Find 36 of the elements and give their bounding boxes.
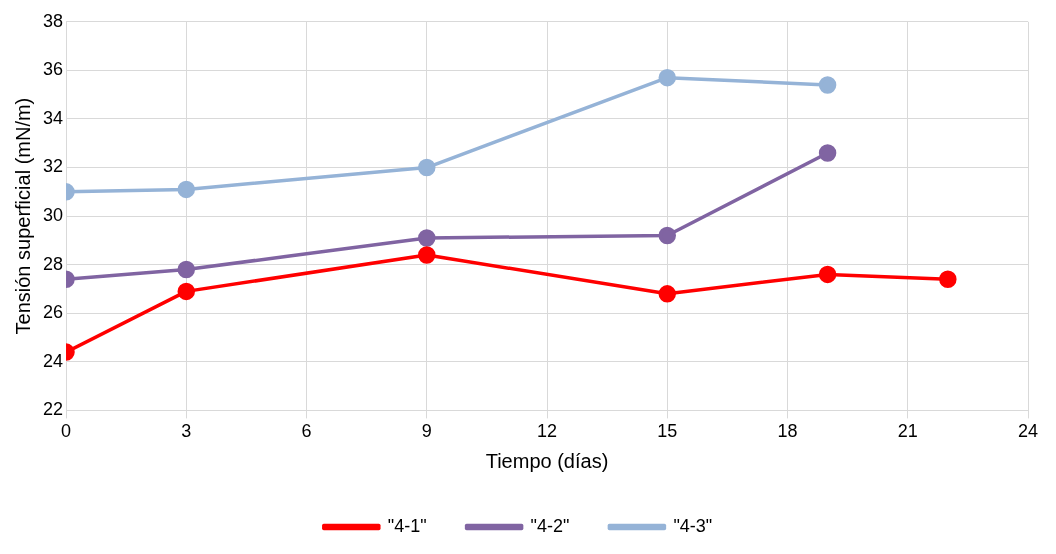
- point: [418, 229, 436, 247]
- point: [818, 144, 837, 162]
- y-tick-label: 38: [42, 10, 64, 31]
- y-tick-label: 22: [42, 399, 64, 420]
- point: [177, 282, 196, 301]
- y-tick-label: 26: [42, 302, 64, 323]
- point: [177, 260, 196, 279]
- y-tick-label: 30: [42, 205, 64, 226]
- point: [818, 76, 837, 94]
- point: [818, 265, 837, 284]
- point: [658, 68, 677, 87]
- y-tick-label: 28: [42, 253, 64, 274]
- x-tick-label: 9: [421, 421, 432, 442]
- point: [177, 180, 196, 199]
- x-tick-label: 18: [777, 421, 798, 442]
- x-tick-label: 24: [1017, 421, 1039, 442]
- point: [418, 246, 436, 264]
- y-axis-title: Tensión superficial (mN/m): [11, 97, 34, 335]
- x-tick-label: 21: [897, 421, 918, 442]
- point: [418, 158, 436, 177]
- x-axis-title: Tiempo (días): [485, 449, 609, 472]
- x-tick-label: 0: [61, 421, 72, 442]
- legend-label: "4-3": [673, 515, 713, 536]
- point: [939, 270, 957, 288]
- x-tick-label: 15: [657, 421, 678, 442]
- point: [658, 226, 677, 245]
- x-tick-label: 3: [181, 421, 192, 442]
- legend-label: "4-1": [387, 515, 427, 536]
- y-tick-label: 34: [42, 107, 64, 128]
- point: [658, 285, 677, 303]
- x-tick-label: 6: [301, 421, 312, 442]
- y-tick-label: 24: [42, 350, 64, 371]
- legend-label: "4-2": [530, 515, 570, 536]
- y-tick-label: 32: [42, 156, 64, 177]
- y-tick-label: 36: [42, 59, 64, 80]
- x-tick-label: 12: [537, 421, 558, 442]
